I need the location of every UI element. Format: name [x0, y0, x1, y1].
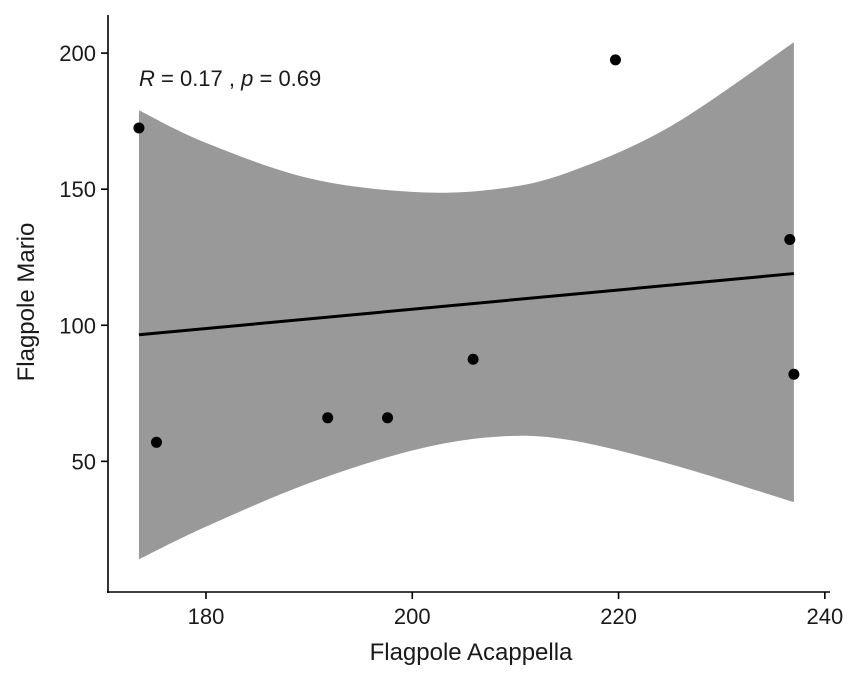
data-point	[133, 122, 145, 134]
correlation-annotation: R = 0.17 , p = 0.69	[139, 66, 321, 91]
x-tick-label: 180	[188, 604, 225, 629]
p-symbol: p	[240, 66, 253, 91]
r-symbol: R	[139, 66, 155, 91]
data-point	[784, 234, 796, 246]
confidence-band	[138, 42, 794, 560]
y-tick-label: 100	[59, 313, 96, 338]
p-value: = 0.69	[253, 66, 321, 91]
data-point	[609, 54, 621, 66]
y-axis-label: Flagpole Mario	[13, 223, 40, 382]
x-tick-label: 240	[806, 604, 843, 629]
y-tick-label: 50	[72, 449, 96, 474]
y-tick-label: 150	[59, 177, 96, 202]
x-tick-label: 200	[394, 604, 431, 629]
x-tick-label: 220	[600, 604, 637, 629]
y-tick-label: 200	[59, 41, 96, 66]
data-point	[788, 368, 800, 380]
data-point	[467, 353, 479, 365]
x-axis-label: Flagpole Acappella	[370, 639, 573, 666]
data-point	[382, 412, 394, 424]
data-point	[322, 412, 334, 424]
r-value: = 0.17 ,	[155, 66, 241, 91]
data-point	[150, 436, 162, 448]
regression-line	[138, 272, 795, 337]
